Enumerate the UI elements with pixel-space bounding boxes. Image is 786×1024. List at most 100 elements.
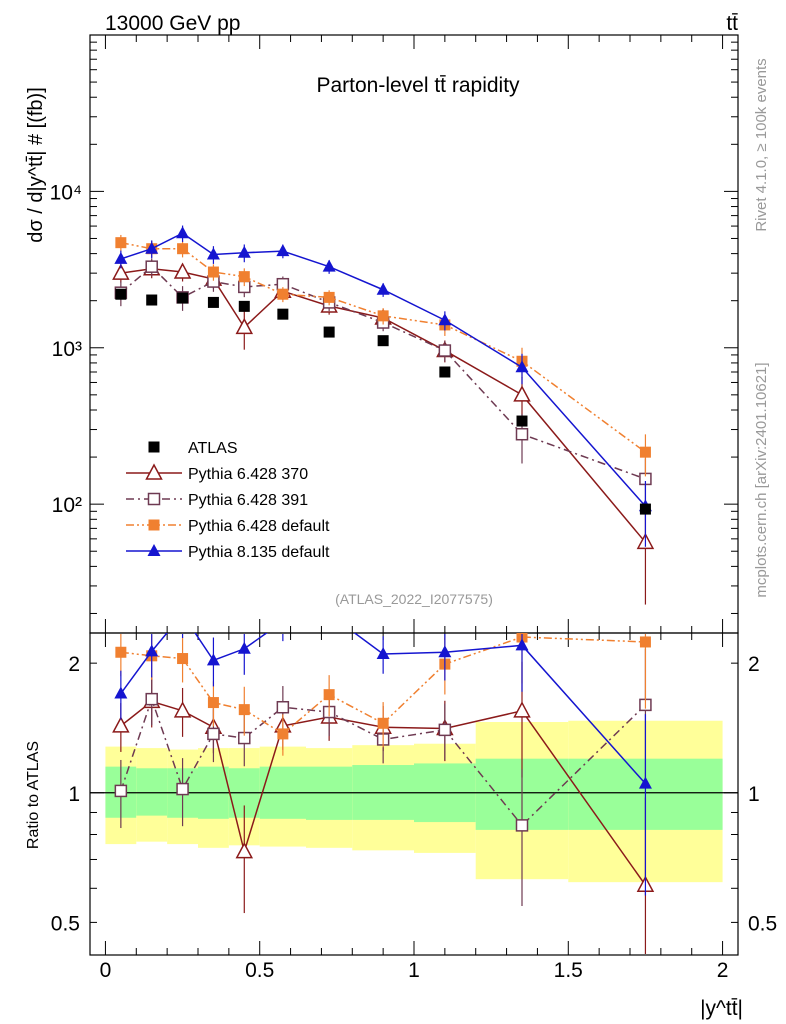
data-point-6 — [323, 326, 335, 338]
data-point-3 — [207, 296, 219, 308]
x-tick-label-3: 1.5 — [554, 959, 583, 982]
ratio-bands — [105, 720, 723, 883]
legend-label-0: ATLAS — [188, 440, 238, 457]
legend-marker-2 — [147, 492, 161, 506]
ratio-point-2-1 — [145, 692, 158, 706]
ratio-point-1-9 — [513, 701, 531, 718]
ratio-point-4-7 — [376, 647, 390, 660]
legend-label-3: Pythia 6.428 default — [188, 518, 330, 535]
energy-label: 13000 GeV pp — [105, 12, 240, 35]
ratio-point-3-10 — [639, 636, 651, 648]
ratio-point-1-2 — [173, 701, 192, 718]
ratio-point-3-5 — [277, 728, 289, 740]
main-point-3-3 — [207, 266, 219, 278]
ratio-point-1-0 — [112, 716, 130, 733]
legend-label-2: Pythia 6.428 391 — [188, 492, 308, 509]
ratio-point-4-8 — [438, 645, 452, 658]
main-point-1-2 — [173, 262, 192, 279]
main-point-1-0 — [112, 263, 130, 280]
analysis-id: (ATLAS_2022_I2077575) — [335, 591, 493, 607]
ratio-point-2-9 — [515, 819, 529, 832]
main-point-4-6 — [322, 259, 336, 272]
legend-marker-1 — [145, 463, 163, 480]
main-point-2-1 — [145, 260, 158, 273]
main-point-1-4 — [235, 317, 254, 335]
main-point-4-4 — [237, 245, 251, 258]
main-line-3 — [120, 241, 646, 453]
ratio-point-3-7 — [377, 717, 389, 729]
main-y-tick-label-0: 10² — [52, 494, 82, 517]
main-point-3-2 — [177, 243, 189, 255]
main-point-4-7 — [376, 282, 390, 295]
legend: ATLAS Pythia 6.428 370 Pythia 6.428 391 Pyt… — [126, 440, 330, 561]
legend-marker-3 — [148, 519, 160, 531]
ratio-point-3-2 — [177, 653, 189, 665]
ratio-y-tick-label-right-1: 1 — [748, 783, 760, 806]
ratio-point-1-4 — [235, 842, 254, 859]
main-y-tick-label-2: 10⁴ — [50, 181, 82, 204]
ratio-line-4 — [120, 633, 646, 785]
ratio-series-4 — [114, 633, 652, 896]
ratio-y-tick-label-2: 2 — [68, 653, 80, 676]
main-point-3-6 — [323, 291, 335, 303]
x-tick-label-1: 0.5 — [245, 959, 274, 982]
ratio-point-2-2 — [176, 782, 189, 796]
main-y-axis-label: dσ / d|y^tt̄| # [(fb)] — [25, 87, 47, 243]
ratio-point-4-3 — [206, 653, 220, 666]
main-line-2 — [120, 265, 646, 480]
ratio-point-2-5 — [276, 700, 290, 714]
ratio-y-axis-label: Ratio to ATLAS — [25, 741, 42, 849]
ratio-y-tick-label-right-0: 0.5 — [748, 912, 777, 935]
ratio-point-4-9 — [515, 638, 529, 651]
ratio-point-4-4 — [237, 641, 251, 654]
main-point-3-10 — [639, 446, 651, 458]
main-point-3-4 — [238, 271, 250, 283]
data-point-7 — [377, 335, 389, 347]
process-label: tt̄ — [726, 12, 738, 35]
main-title: Parton-level tt̄ rapidity — [316, 74, 520, 97]
ratio-point-4-1 — [145, 644, 159, 657]
main-point-3-5 — [277, 288, 289, 300]
data-point-1 — [146, 294, 158, 306]
mcplots-label: mcplots.cern.ch [arXiv:2401.10621] — [753, 362, 770, 597]
rivet-label: Rivet 4.1.0, ≥ 100k events — [753, 58, 770, 231]
data-point-0 — [115, 288, 127, 300]
data-point-2 — [177, 292, 189, 304]
ratio-stat-band-1 — [136, 768, 168, 816]
ratio-y-tick-label-0: 0.5 — [51, 912, 80, 935]
ratio-point-3-3 — [207, 697, 219, 709]
ratio-point-4-0 — [114, 686, 128, 699]
x-axis-label: |y^tt̄| — [700, 997, 743, 1020]
legend-label-4: Pythia 8.135 default — [188, 544, 330, 561]
ratio-y-tick-label-right-2: 2 — [748, 653, 760, 676]
ratio-y-tick-label-1: 1 — [68, 783, 80, 806]
x-tick-label-0: 0 — [100, 959, 112, 982]
legend-marker-0 — [148, 441, 160, 453]
ratio-point-2-8 — [438, 723, 452, 737]
data-series — [112, 225, 655, 954]
main-point-4-1 — [145, 241, 159, 254]
main-point-3-0 — [115, 237, 127, 249]
x-tick-label-4: 2 — [717, 959, 729, 982]
ratio-point-4-10 — [638, 776, 652, 789]
data-point-8 — [439, 366, 451, 378]
legend-label-1: Pythia 6.428 370 — [188, 466, 308, 483]
main-point-4-8 — [438, 313, 452, 326]
main-point-4-2 — [176, 226, 190, 239]
main-point-4-5 — [276, 244, 290, 257]
series-0 — [115, 288, 651, 515]
data-point-10 — [639, 503, 651, 515]
main-point-4-3 — [206, 247, 220, 260]
data-point-9 — [516, 415, 528, 427]
ratio-point-3-6 — [323, 689, 335, 701]
main-y-tick-label-1: 10³ — [52, 338, 82, 361]
x-tick-label-2: 1 — [408, 959, 420, 982]
main-point-2-9 — [515, 427, 529, 441]
main-point-1-9 — [513, 385, 531, 402]
ratio-point-3-0 — [115, 646, 127, 658]
ratio-point-3-4 — [238, 704, 250, 716]
data-point-4 — [238, 300, 250, 312]
ratio-point-2-0 — [114, 784, 128, 798]
